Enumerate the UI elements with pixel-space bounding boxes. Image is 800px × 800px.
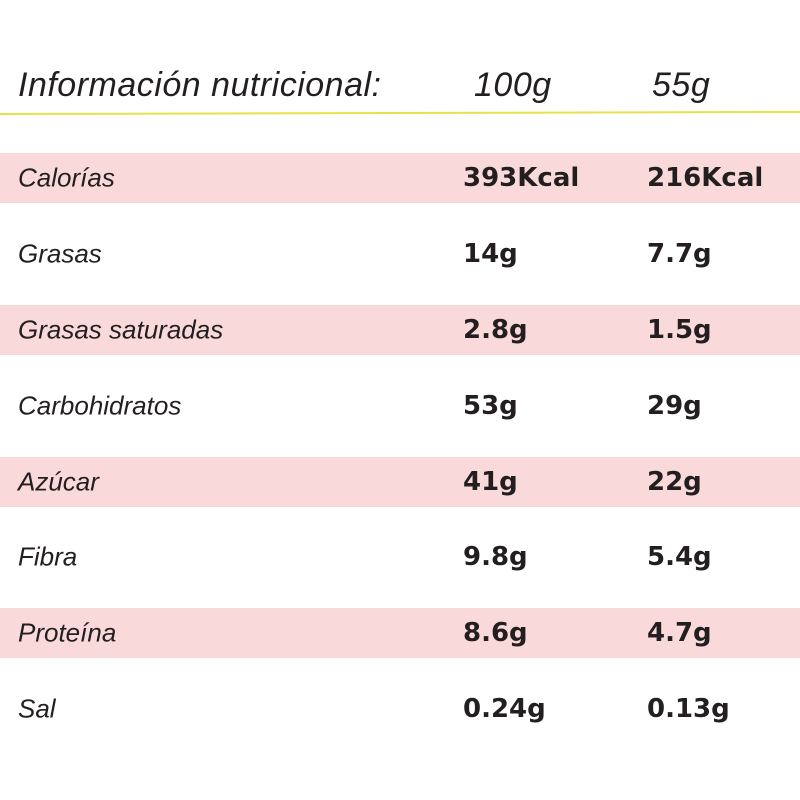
value-55g: 1.5g — [647, 315, 712, 345]
table-row: Grasas saturadas 2.8g 1.5g — [0, 305, 800, 355]
table-row: Calorías 393Kcal 216Kcal — [0, 153, 800, 203]
table-row: Azúcar 41g 22g — [0, 457, 800, 507]
value-100g: 53g — [463, 391, 518, 421]
column-header-55g: 55g — [652, 66, 711, 104]
value-100g: 14g — [463, 239, 518, 269]
value-55g: 216Kcal — [647, 163, 764, 193]
value-55g: 7.7g — [647, 239, 712, 269]
row-label: Calorías — [18, 162, 115, 193]
value-55g: 4.7g — [647, 618, 712, 648]
table-row: Grasas 14g 7.7g — [0, 229, 800, 279]
row-label: Fibra — [18, 541, 78, 572]
value-55g: 5.4g — [647, 542, 712, 572]
table-row: Fibra 9.8g 5.4g — [0, 532, 800, 582]
value-100g: 0.24g — [463, 694, 546, 724]
column-header-100g: 100g — [474, 66, 552, 104]
value-100g: 41g — [463, 467, 518, 497]
table-title: Información nutricional: — [18, 66, 382, 104]
row-label: Azúcar — [18, 466, 99, 497]
row-label: Grasas — [18, 238, 102, 269]
row-label: Grasas saturadas — [18, 314, 224, 345]
table-row: Carbohidratos 53g 29g — [0, 381, 800, 431]
value-100g: 8.6g — [463, 618, 528, 648]
value-55g: 29g — [647, 391, 702, 421]
row-label: Carbohidratos — [18, 390, 182, 421]
table-header: Información nutricional: 100g 55g — [0, 66, 800, 114]
value-55g: 0.13g — [647, 694, 730, 724]
value-55g: 22g — [647, 467, 702, 497]
value-100g: 393Kcal — [463, 163, 580, 193]
row-label: Sal — [18, 693, 56, 724]
table-row: Sal 0.24g 0.13g — [0, 684, 800, 734]
table-row: Proteína 8.6g 4.7g — [0, 608, 800, 658]
value-100g: 9.8g — [463, 542, 528, 572]
value-100g: 2.8g — [463, 315, 528, 345]
row-label: Proteína — [18, 617, 117, 648]
